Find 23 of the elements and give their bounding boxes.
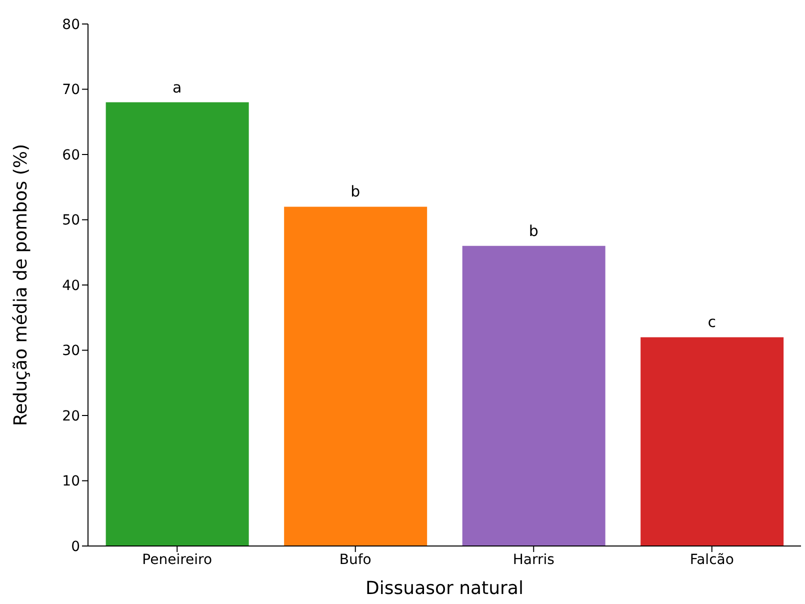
- x-tick-label: Bufo: [339, 552, 372, 568]
- annotation: c: [708, 313, 716, 332]
- annotation: b: [350, 182, 360, 201]
- y-tick-label: 70: [62, 82, 80, 98]
- bar: [284, 206, 428, 546]
- bar: [106, 102, 249, 546]
- x-tick-label: Peneireiro: [142, 552, 212, 568]
- y-tick-label: 50: [62, 212, 80, 229]
- annotation: a: [172, 78, 182, 96]
- y-axis-title: Redução média de pombos (%): [10, 144, 32, 426]
- y-tick-label: 40: [62, 278, 80, 294]
- y-tick-label: 0: [71, 538, 80, 555]
- y-tick-label: 30: [62, 343, 80, 360]
- x-tick-label: Falcão: [690, 552, 734, 568]
- y-tick-label: 80: [62, 16, 80, 33]
- bar: [640, 337, 784, 546]
- x-tick-label: Harris: [512, 552, 554, 568]
- y-tick-label: 10: [62, 474, 80, 490]
- annotation: b: [528, 222, 538, 240]
- x-axis-title: Dissuasor natural: [366, 578, 524, 599]
- y-tick-label: 60: [62, 147, 80, 164]
- y-tick-label: 20: [62, 408, 80, 424]
- bar: [462, 246, 606, 546]
